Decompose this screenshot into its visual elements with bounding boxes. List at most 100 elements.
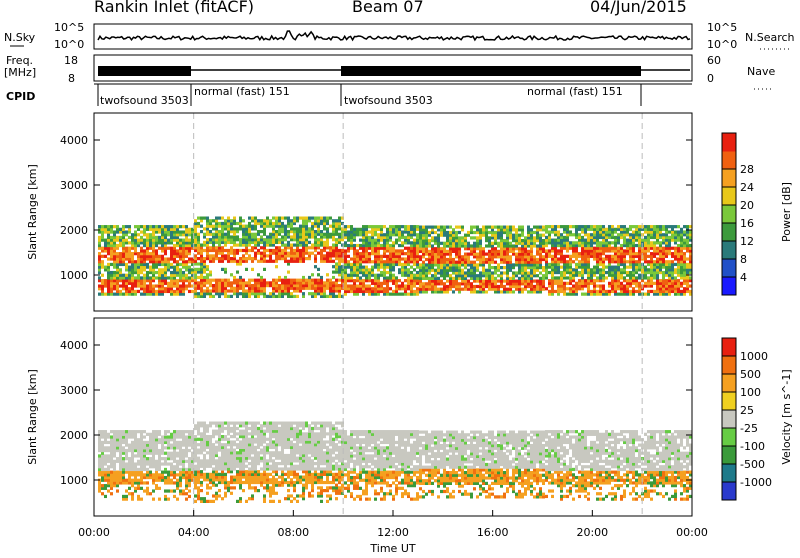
data-cell <box>368 268 371 271</box>
data-cell <box>260 246 263 249</box>
data-cell <box>656 257 659 260</box>
data-cell <box>101 274 104 277</box>
data-cell <box>326 295 329 298</box>
colorbar-tick-label: 16 <box>740 217 754 230</box>
data-cell <box>167 282 170 285</box>
data-cell <box>164 287 167 290</box>
data-cell <box>485 290 488 293</box>
data-cell <box>443 242 446 245</box>
data-cell <box>170 433 173 436</box>
data-cell <box>146 263 149 266</box>
data-cell <box>380 282 383 285</box>
data-cell <box>239 217 242 220</box>
data-cell <box>389 244 392 247</box>
data-cell <box>377 225 380 228</box>
data-cell <box>137 239 140 242</box>
data-cell <box>182 449 185 452</box>
data-cell <box>311 292 314 295</box>
data-cell <box>197 217 200 220</box>
data-cell <box>554 290 557 293</box>
data-cell <box>173 489 176 492</box>
data-cell <box>224 249 227 252</box>
data-cell <box>524 236 527 239</box>
data-cell <box>275 217 278 220</box>
data-cell <box>347 255 350 258</box>
data-cell <box>599 268 602 271</box>
data-cell <box>104 225 107 228</box>
data-cell <box>539 226 542 229</box>
data-cell <box>398 244 401 247</box>
data-cell <box>197 276 200 279</box>
data-cell <box>173 244 176 247</box>
data-cell <box>470 226 473 229</box>
data-cell <box>101 441 104 444</box>
data-cell <box>449 274 452 277</box>
data-cell <box>266 295 269 298</box>
data-cell <box>290 219 293 222</box>
data-cell <box>137 460 140 463</box>
data-cell <box>248 254 251 257</box>
data-cell <box>164 468 167 471</box>
data-cell <box>128 487 131 490</box>
data-cell <box>182 430 185 433</box>
data-cell <box>125 263 128 266</box>
data-cell <box>326 227 329 230</box>
data-cell <box>425 258 428 261</box>
data-cell <box>644 282 647 285</box>
data-cell <box>473 236 476 239</box>
data-cell <box>287 260 290 263</box>
data-cell <box>575 263 578 266</box>
data-cell <box>353 279 356 282</box>
data-cell <box>224 233 227 236</box>
data-cell <box>347 225 350 228</box>
data-cell <box>278 284 281 287</box>
data-cell <box>149 233 152 236</box>
data-cell <box>251 284 254 287</box>
data-cell <box>281 235 284 238</box>
data-cell <box>149 276 152 279</box>
data-cell <box>503 239 506 242</box>
data-cell <box>293 279 296 282</box>
data-cell <box>650 241 653 244</box>
data-cell <box>188 228 191 231</box>
data-cell <box>212 225 215 228</box>
data-cell <box>467 242 470 245</box>
data-cell <box>101 247 104 250</box>
data-cell <box>431 226 434 229</box>
data-cell <box>560 225 563 228</box>
data-cell <box>296 279 299 282</box>
data-cell <box>650 225 653 228</box>
data-cell <box>113 293 116 296</box>
data-cell <box>146 468 149 471</box>
data-cell <box>299 249 302 252</box>
data-cell <box>557 276 560 279</box>
data-cell <box>158 473 161 476</box>
data-cell <box>323 217 326 220</box>
data-cell <box>293 249 296 252</box>
data-cell <box>197 262 200 265</box>
data-cell <box>128 430 131 433</box>
data-cell <box>566 255 569 258</box>
data-cell <box>236 222 239 225</box>
data-cell <box>104 430 107 433</box>
data-cell <box>320 249 323 252</box>
data-cell <box>512 244 515 247</box>
data-cell <box>176 460 179 463</box>
data-cell <box>653 290 656 293</box>
data-cell <box>476 236 479 239</box>
data-cell <box>572 241 575 244</box>
data-cell <box>176 225 179 228</box>
data-cell <box>287 241 290 244</box>
data-cell <box>608 225 611 228</box>
data-cell <box>404 257 407 260</box>
data-cell <box>353 244 356 247</box>
data-cell <box>203 289 206 292</box>
data-cell <box>125 495 128 498</box>
data-cell <box>518 226 521 229</box>
data-cell <box>155 430 158 433</box>
data-cell <box>125 225 128 228</box>
data-cell <box>455 231 458 234</box>
data-cell <box>266 254 269 257</box>
data-cell <box>686 225 689 228</box>
data-cell <box>248 249 251 252</box>
